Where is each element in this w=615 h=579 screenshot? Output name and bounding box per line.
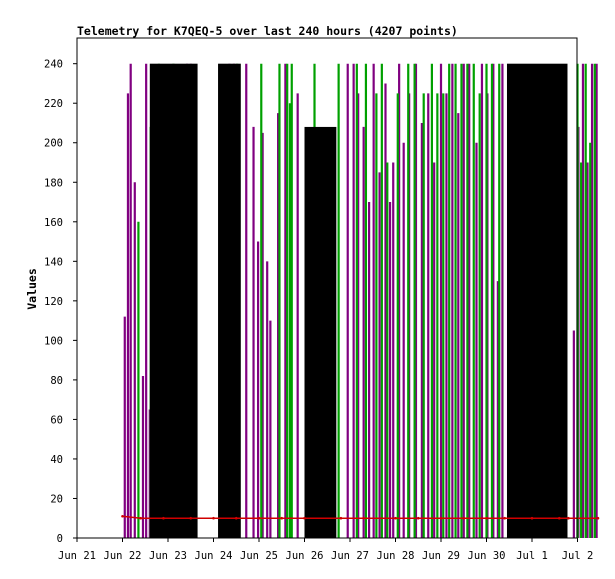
y-tick-label-10: 200 [44, 138, 63, 150]
series-2-point-8 [303, 516, 306, 520]
x-tick-label-8: Jun 29 [422, 550, 460, 562]
y-tick-label-3: 60 [50, 414, 63, 426]
black-band-1 [218, 63, 241, 538]
series-2-point-20 [596, 516, 600, 520]
series-2-point-11 [394, 516, 397, 520]
x-tick-label-2: Jun 23 [149, 550, 187, 562]
x-tick-label-11: Jul 2 [562, 550, 594, 562]
plot-area [121, 63, 600, 539]
chart-title: Telemetry for K7QEQ-5 over last 240 hour… [77, 24, 458, 38]
y-tick-label-2: 40 [50, 454, 63, 466]
y-axis-label: Values [25, 268, 39, 310]
x-tick-label-6: Jun 27 [331, 550, 369, 562]
series-2-point-0 [121, 514, 124, 518]
y-tick-label-0: 0 [57, 533, 63, 545]
black-band-0 [149, 63, 198, 538]
y-tick-label-11: 220 [44, 98, 63, 110]
y-tick-label-7: 140 [44, 256, 63, 268]
y-tick-label-8: 160 [44, 217, 63, 229]
series-2-point-17 [530, 516, 534, 520]
y-tick-label-5: 100 [44, 335, 63, 347]
series-2-point-1 [139, 516, 142, 520]
series-2-point-19 [567, 516, 570, 520]
series-2-point-18 [558, 516, 561, 520]
x-tick-label-7: Jun 28 [377, 550, 415, 562]
y-tick-label-12: 240 [44, 59, 63, 71]
x-tick-label-0: Jun 21 [58, 550, 96, 562]
series-2-point-2 [162, 516, 165, 520]
x-tick-label-9: Jun 30 [468, 550, 506, 562]
x-tick-label-4: Jun 25 [240, 550, 278, 562]
series-2-point-9 [339, 516, 343, 520]
x-tick-label-10: Jul 1 [516, 550, 548, 562]
y-tick-label-6: 120 [44, 296, 63, 308]
x-tick-label-3: Jun 24 [195, 550, 233, 562]
series-2-point-6 [257, 516, 261, 520]
series-2-point-3 [189, 516, 193, 520]
plot-frame [76, 37, 578, 539]
x-axis: Jun 21 Jun 22 Jun 23 Jun 24 Jun 25 Jun 26 Jun … [58, 538, 593, 562]
series-2-point-7 [280, 516, 284, 520]
series-2-point-15 [485, 516, 488, 520]
series-2-point-13 [439, 516, 443, 520]
y-tick-label-4: 80 [50, 375, 63, 387]
series-2-point-16 [503, 516, 507, 520]
series-2-point-5 [234, 516, 238, 520]
y-tick-label-9: 180 [44, 177, 63, 189]
series-2-point-12 [416, 516, 420, 520]
series-2-point-10 [362, 516, 365, 520]
series-2-point-4 [212, 516, 215, 520]
y-axis: 0 20 40 60 80 100 120 140 160 180 200 220 240 [44, 59, 77, 545]
series-2-point-14 [462, 516, 466, 520]
y-tick-label-1: 20 [50, 493, 63, 505]
black-band-3 [506, 63, 568, 538]
x-tick-label-5: Jun 26 [286, 550, 324, 562]
black-band-2 [304, 126, 337, 539]
x-tick-label-1: Jun 22 [104, 550, 142, 562]
